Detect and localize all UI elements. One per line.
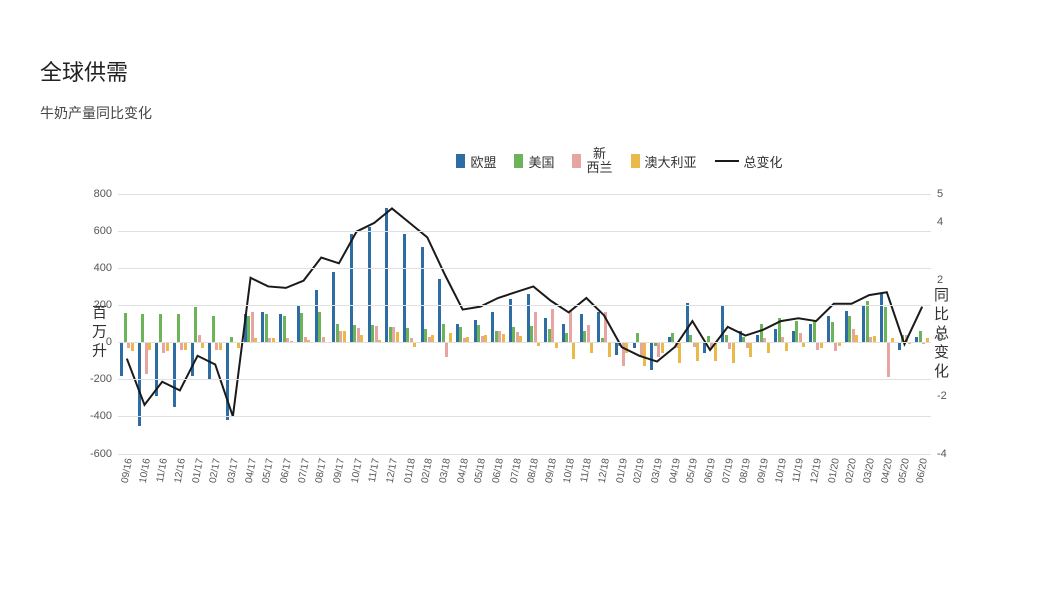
y-tick-left: 200: [94, 299, 118, 311]
x-axis-labels: 09/1610/1611/1612/1601/1702/1703/1704/17…: [118, 454, 931, 504]
grid-line: [118, 194, 931, 195]
legend-us: 美国: [514, 147, 554, 176]
y-tick-right: -2: [931, 390, 947, 402]
x-tick-label: 08/19: [738, 457, 753, 484]
line-layer: [118, 194, 931, 454]
grid-line: [118, 268, 931, 269]
x-tick-label: 07/17: [296, 457, 311, 484]
y-tick-right: 0: [931, 332, 943, 344]
x-tick-label: 05/19: [685, 457, 700, 484]
plot-area: 09/1610/1611/1612/1601/1702/1703/1704/17…: [118, 194, 931, 454]
x-tick-label: 06/17: [279, 457, 294, 484]
x-tick-label: 06/20: [915, 457, 930, 484]
x-tick-label: 01/19: [614, 457, 629, 484]
grid-line: [118, 342, 931, 343]
x-tick-label: 03/17: [226, 457, 241, 484]
x-tick-label: 03/19: [650, 457, 665, 484]
x-tick-label: 04/19: [667, 457, 682, 484]
x-tick-label: 07/18: [508, 457, 523, 484]
legend-label-us: 美国: [528, 152, 554, 171]
legend-total: 总变化: [715, 147, 783, 176]
legend-swatch-au: [631, 154, 640, 168]
legend-swatch-us: [514, 154, 523, 168]
x-tick-label: 12/16: [173, 457, 188, 484]
x-tick-label: 12/19: [809, 457, 824, 484]
page-title: 全球供需: [40, 55, 999, 87]
legend-label-au: 澳大利亚: [645, 152, 697, 171]
x-tick-label: 10/19: [773, 457, 788, 484]
legend-au: 澳大利亚: [631, 147, 697, 176]
x-tick-label: 05/18: [473, 457, 488, 484]
x-tick-label: 06/19: [703, 457, 718, 484]
x-tick-label: 10/16: [137, 457, 152, 484]
legend-swatch-eu: [456, 154, 465, 168]
grid-line: [118, 454, 931, 455]
x-tick-label: 04/20: [880, 457, 895, 484]
x-tick-label: 12/18: [597, 457, 612, 484]
x-tick-label: 09/18: [544, 457, 559, 484]
total-line: [127, 208, 922, 416]
y-tick-right: 5: [931, 188, 943, 200]
grid-line: [118, 416, 931, 417]
x-tick-label: 08/17: [314, 457, 329, 484]
grid-line: [118, 379, 931, 380]
chart-subtitle: 牛奶产量同比变化: [40, 103, 999, 123]
grid-line: [118, 231, 931, 232]
x-tick-label: 10/17: [349, 457, 364, 484]
x-tick-label: 09/17: [332, 457, 347, 484]
y-tick-right: 2: [931, 274, 943, 286]
y-tick-left: 800: [94, 188, 118, 200]
x-tick-label: 05/20: [897, 457, 912, 484]
legend: 欧盟 美国 新 西兰 澳大利亚 总变化: [40, 147, 999, 176]
x-tick-label: 04/17: [243, 457, 258, 484]
x-tick-label: 01/20: [826, 457, 841, 484]
legend-line-total: [715, 160, 739, 162]
legend-swatch-nz: [572, 154, 581, 168]
legend-eu: 欧盟: [456, 147, 496, 176]
x-tick-label: 05/17: [261, 457, 276, 484]
y-tick-right: 4: [931, 216, 943, 228]
grid-line: [118, 305, 931, 306]
legend-label-eu: 欧盟: [470, 152, 496, 171]
y-tick-left: -400: [90, 410, 118, 422]
y-tick-left: -600: [90, 448, 118, 460]
x-tick-label: 02/19: [632, 457, 647, 484]
y-tick-left: 400: [94, 262, 118, 274]
x-tick-label: 11/16: [155, 457, 170, 483]
x-tick-label: 03/18: [438, 457, 453, 484]
chart-area: 百万升 同比总变化 09/1610/1611/1612/1601/1702/17…: [78, 184, 961, 504]
y-tick-left: -200: [90, 373, 118, 385]
x-tick-label: 12/17: [385, 457, 400, 484]
y-axis-left-title: 百万升: [88, 304, 109, 361]
x-tick-label: 01/17: [190, 457, 205, 484]
y-tick-right: -4: [931, 448, 947, 460]
x-tick-label: 11/18: [579, 457, 594, 483]
x-tick-label: 08/18: [526, 457, 541, 484]
legend-label-nz: 新 西兰: [586, 147, 612, 176]
x-tick-label: 02/17: [208, 457, 223, 484]
x-tick-label: 01/18: [402, 457, 417, 484]
x-tick-label: 11/17: [367, 457, 382, 483]
y-tick-left: 0: [106, 336, 118, 348]
x-tick-label: 04/18: [455, 457, 470, 484]
x-tick-label: 09/19: [756, 457, 771, 484]
legend-nz: 新 西兰: [572, 147, 612, 176]
x-tick-label: 02/20: [844, 457, 859, 484]
x-tick-label: 10/18: [561, 457, 576, 484]
legend-label-total: 总变化: [744, 152, 783, 171]
x-tick-label: 07/19: [720, 457, 735, 484]
y-tick-left: 600: [94, 225, 118, 237]
x-tick-label: 03/20: [862, 457, 877, 484]
x-tick-label: 02/18: [420, 457, 435, 484]
x-tick-label: 06/18: [491, 457, 506, 484]
x-tick-label: 09/16: [120, 457, 135, 484]
x-tick-label: 11/19: [791, 457, 806, 483]
